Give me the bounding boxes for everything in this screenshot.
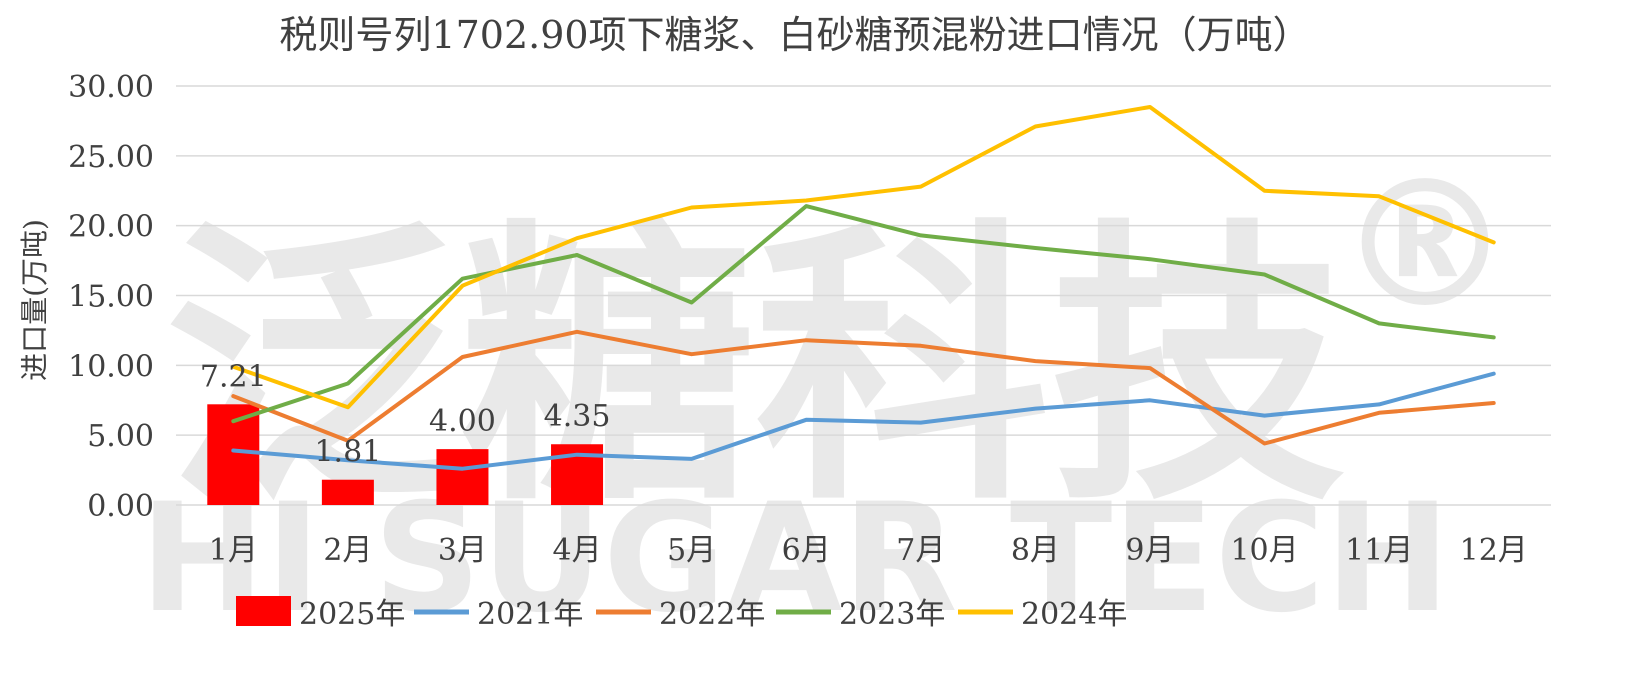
x-tick-label-4: 5月 <box>667 533 716 568</box>
x-tick-labels: 1月 2月 3月 4月 5月 6月 7月 8月 9月 10月 11月 12月 <box>209 533 1528 568</box>
legend-label-2024年: 2024年 <box>1021 597 1127 632</box>
series-line-2021年 <box>231 371 1496 471</box>
legend-item-2023年: 2023年 <box>776 597 945 632</box>
legend-item-2021年: 2021年 <box>414 597 583 632</box>
legend-item-2024年: 2024年 <box>958 597 1127 632</box>
x-tick-label-9: 10月 <box>1230 533 1298 568</box>
y-tick-label-1: 5.00 <box>87 419 154 454</box>
data-label-2025-4: 4.35 <box>544 399 611 434</box>
legend-label-2022年: 2022年 <box>659 597 765 632</box>
x-tick-label-7: 8月 <box>1011 533 1060 568</box>
legend-swatch-2025年 <box>236 596 291 626</box>
x-tick-label-0: 1月 <box>209 533 258 568</box>
x-tick-label-10: 11月 <box>1345 533 1413 568</box>
data-label-2025-1: 7.21 <box>200 359 267 394</box>
x-tick-label-5: 6月 <box>782 533 831 568</box>
data-labels: 7.21 1.81 4.00 4.35 <box>200 359 611 469</box>
x-tick-label-11: 12月 <box>1460 533 1528 568</box>
data-label-2025-3: 4.00 <box>429 404 496 439</box>
bar-2025-3 <box>436 449 489 505</box>
gridlines <box>176 85 1551 506</box>
x-tick-label-3: 4月 <box>552 533 601 568</box>
chart-title: 税则号列1702.90项下糖浆、白砂糖预混粉进口情况（万吨） <box>279 13 1310 57</box>
legend-label-2025年: 2025年 <box>299 597 405 632</box>
y-tick-labels: 0.00 5.00 10.00 15.00 20.00 25.00 30.00 <box>68 70 154 524</box>
x-tick-label-8: 9月 <box>1125 533 1174 568</box>
legend-label-2021年: 2021年 <box>477 597 583 632</box>
bar-2025-2 <box>321 479 374 505</box>
legend-label-2023年: 2023年 <box>839 597 945 632</box>
series-line-2023年 <box>231 204 1496 424</box>
line-series <box>231 105 1496 471</box>
x-tick-label-2: 3月 <box>438 533 487 568</box>
legend: 2025年 2021年 2022年 2023年 2024年 <box>236 596 1127 632</box>
series-line-2024年 <box>231 105 1496 410</box>
y-tick-label-5: 25.00 <box>68 140 154 175</box>
y-tick-label-0: 0.00 <box>87 489 154 524</box>
y-tick-label-2: 10.00 <box>68 349 154 384</box>
y-axis-label: 进口量(万吨) <box>18 219 51 381</box>
watermark-mark: ® <box>1338 144 1513 347</box>
series-line-2022年 <box>231 329 1496 446</box>
legend-item-2025年: 2025年 <box>236 596 405 632</box>
data-label-2025-2: 1.81 <box>314 435 381 470</box>
legend-item-2022年: 2022年 <box>596 597 765 632</box>
y-tick-label-3: 15.00 <box>68 280 154 315</box>
x-tick-label-6: 7月 <box>896 533 945 568</box>
y-tick-label-4: 20.00 <box>68 210 154 245</box>
watermark: 泛糖科技 HI SUGAR TECH ® <box>140 144 1513 646</box>
y-tick-label-6: 30.00 <box>68 70 154 105</box>
x-tick-label-1: 2月 <box>323 533 372 568</box>
